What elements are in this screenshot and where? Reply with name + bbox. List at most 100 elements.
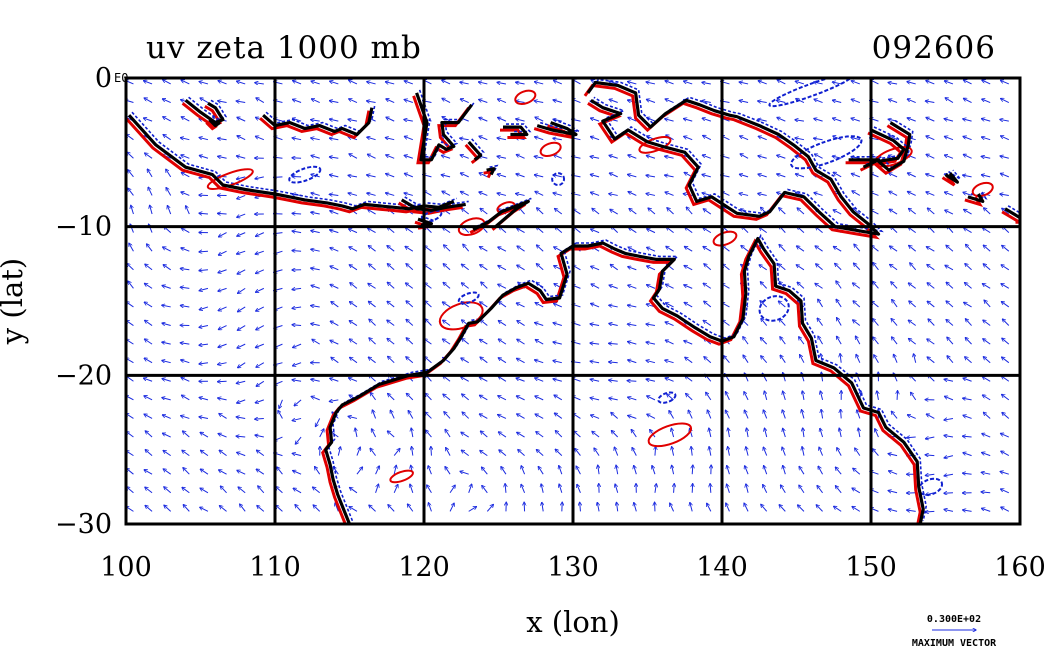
wind-arrow (181, 155, 190, 159)
x-tick-label: 100 (100, 552, 152, 583)
wind-arrow (553, 193, 562, 196)
wind-arrow (837, 336, 842, 345)
wind-arrow (311, 306, 320, 307)
wind-arrow (841, 409, 842, 419)
wind-arrow (691, 447, 692, 456)
wind-arrow (927, 301, 935, 308)
wind-arrow (553, 379, 562, 382)
wind-arrow (889, 471, 898, 475)
wind-arrow (129, 243, 134, 252)
wind-arrow (555, 431, 563, 438)
wind-arrow (501, 467, 507, 475)
wind-arrow (199, 417, 209, 419)
wind-arrow (461, 358, 469, 364)
wind-arrow (479, 82, 488, 84)
contour-negative (758, 295, 790, 322)
wind-arrow (145, 487, 153, 494)
contour-positive (941, 175, 956, 187)
wind-arrow (329, 138, 339, 140)
wind-arrow (665, 99, 674, 103)
wind-vectors (126, 80, 1010, 513)
wind-arrow (498, 432, 507, 438)
wind-arrow (646, 156, 656, 159)
wind-arrow (758, 136, 767, 141)
wind-arrow (666, 303, 674, 308)
wind-arrow (431, 447, 432, 456)
contour-negative (590, 78, 884, 233)
wind-arrow (368, 301, 376, 308)
wind-arrow (815, 283, 823, 289)
wind-arrow (388, 394, 395, 401)
wind-arrow (628, 82, 637, 85)
contour-negative (288, 165, 322, 184)
wind-arrow (386, 193, 395, 196)
wind-arrow (628, 397, 637, 401)
x-tick-label: 160 (994, 552, 1046, 583)
wind-arrow (200, 432, 209, 438)
wind-arrow (425, 412, 432, 419)
wind-arrow (406, 319, 414, 326)
wind-arrow (632, 448, 637, 456)
wind-arrow (891, 319, 898, 326)
corner-flag: E0 (114, 71, 128, 85)
wind-arrow (909, 301, 917, 308)
wind-arrow (1001, 136, 1010, 141)
wind-arrow (965, 357, 972, 364)
wind-arrow (665, 192, 674, 196)
wind-arrow (851, 118, 860, 122)
wind-arrow (927, 357, 935, 364)
wind-arrow (759, 265, 767, 271)
wind-arrow (393, 449, 400, 456)
wind-arrow (927, 265, 935, 271)
wind-arrow (799, 467, 805, 475)
wind-arrow (777, 174, 786, 178)
wind-arrow (609, 285, 618, 289)
wind-arrow (779, 245, 786, 252)
wind-arrow (981, 492, 991, 493)
coastline (324, 244, 574, 524)
wind-arrow (443, 227, 451, 234)
wind-arrow (647, 396, 656, 401)
wind-arrow (461, 432, 469, 438)
wind-arrow (665, 175, 674, 177)
wind-arrow (255, 418, 264, 419)
wind-arrow (311, 324, 320, 326)
wind-arrow (818, 299, 823, 308)
wind-arrow (964, 210, 972, 215)
wind-arrow (311, 379, 320, 381)
wind-arrow (647, 99, 656, 103)
wind-arrow (236, 436, 246, 437)
wind-arrow (236, 177, 246, 179)
wind-arrow (278, 411, 283, 419)
wind-arrow (218, 101, 227, 103)
wind-arrow (535, 303, 544, 308)
wind-arrow (926, 118, 935, 122)
contour-negative (657, 391, 677, 404)
wind-arrow (372, 410, 377, 419)
wind-arrow (516, 155, 525, 159)
wind-arrow (909, 339, 917, 345)
wind-arrow (796, 265, 805, 271)
wind-arrow (257, 450, 265, 457)
wind-arrow (406, 283, 414, 289)
wind-arrow (745, 466, 749, 475)
wind-arrow (427, 485, 432, 494)
wind-arrow (982, 434, 991, 438)
wind-arrow (692, 465, 693, 475)
wind-arrow (888, 454, 898, 456)
wind-arrow (330, 101, 339, 103)
wind-arrow (404, 120, 413, 122)
wind-arrow (449, 503, 454, 512)
wind-arrow (292, 213, 302, 214)
wind-arrow (127, 264, 134, 271)
wind-arrow (853, 283, 861, 289)
wind-arrow (591, 284, 600, 289)
wind-arrow (330, 266, 339, 271)
wind-arrow (460, 82, 469, 84)
wind-arrow (684, 136, 693, 141)
wind-arrow (722, 264, 730, 271)
wind-arrow (144, 358, 153, 364)
wind-arrow (536, 450, 544, 456)
wind-arrow (368, 284, 376, 289)
wind-arrow (777, 80, 786, 85)
